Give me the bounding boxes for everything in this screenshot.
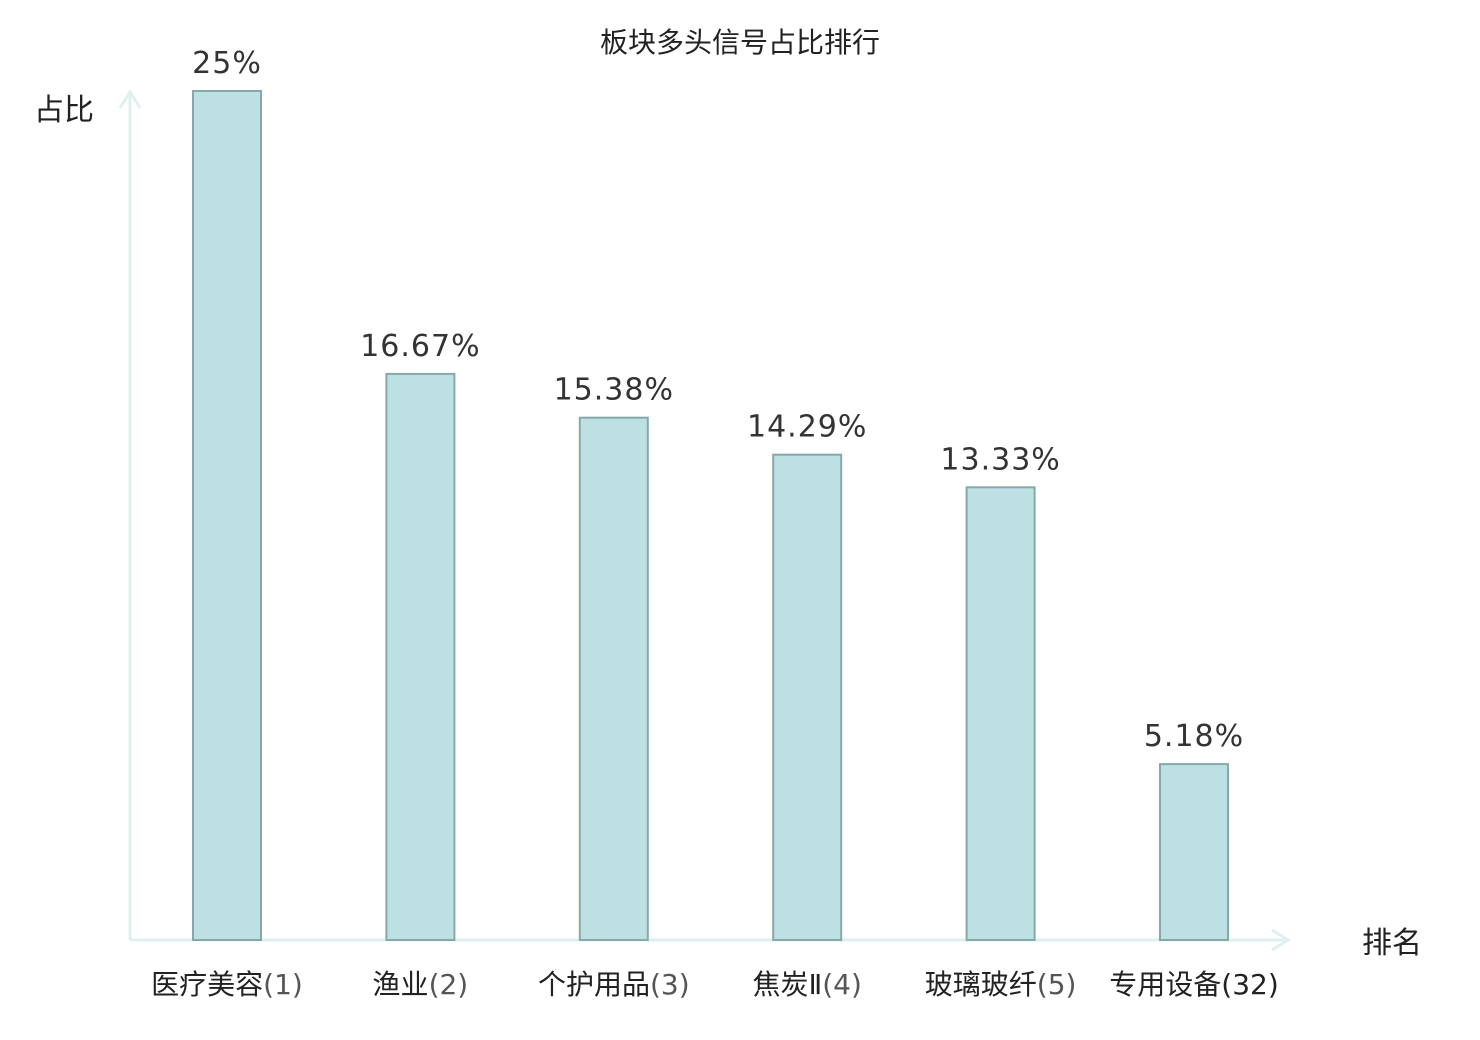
- chart-title: 板块多头信号占比排行: [600, 26, 880, 59]
- axes: [118, 89, 1291, 952]
- category-rank: (4): [822, 968, 862, 1001]
- bar-1: [192, 90, 262, 941]
- value-label-5: 13.33%: [940, 442, 1060, 477]
- category-label-5: 玻璃玻纤(5): [925, 968, 1077, 1001]
- value-label-4: 14.29%: [747, 410, 867, 445]
- category-rank: (5): [1037, 968, 1077, 1001]
- category-name: 个护用品: [538, 968, 650, 1001]
- category-name: 渔业: [373, 968, 429, 1001]
- bar-6: [1159, 763, 1229, 941]
- category-label-2: 渔业(2): [373, 968, 469, 1001]
- category-rank: (3): [650, 968, 690, 1001]
- value-label-2: 16.67%: [360, 329, 480, 364]
- bar-3: [578, 416, 649, 941]
- category-name: 玻璃玻纤: [925, 968, 1037, 1001]
- category-rank: (32): [1221, 968, 1278, 1001]
- bar-2: [385, 372, 456, 941]
- value-label-6: 5.18%: [1144, 719, 1244, 754]
- bar-4: [772, 453, 843, 941]
- value-label-1: 25%: [192, 46, 262, 81]
- category-name: 专用设备: [1109, 968, 1221, 1001]
- category-label-6: 专用设备(32): [1109, 968, 1279, 1001]
- x-axis-title: 排名: [1362, 926, 1422, 961]
- value-labels: 25% 16.67% 15.38% 14.29% 13.33% 5.18%: [192, 46, 1244, 754]
- x-axis-arrow: [1271, 928, 1291, 952]
- category-name: 医疗美容: [151, 968, 263, 1001]
- bar-5: [965, 486, 1036, 941]
- category-label-3: 个护用品(3): [538, 968, 690, 1001]
- category-label-4: 焦炭Ⅱ(4): [752, 968, 861, 1001]
- category-labels: 医疗美容(1) 渔业(2) 个护用品(3) 焦炭Ⅱ(4) 玻璃玻纤(5) 专用设备(32): [151, 968, 1279, 1001]
- category-rank: (1): [263, 968, 303, 1001]
- y-axis-title: 占比: [34, 93, 94, 128]
- category-name: 焦炭Ⅱ: [752, 968, 822, 1001]
- bars: [192, 90, 1229, 941]
- y-axis-arrow: [118, 89, 142, 109]
- category-label-1: 医疗美容(1): [151, 968, 303, 1001]
- value-label-3: 15.38%: [554, 373, 674, 408]
- category-rank: (2): [429, 968, 469, 1001]
